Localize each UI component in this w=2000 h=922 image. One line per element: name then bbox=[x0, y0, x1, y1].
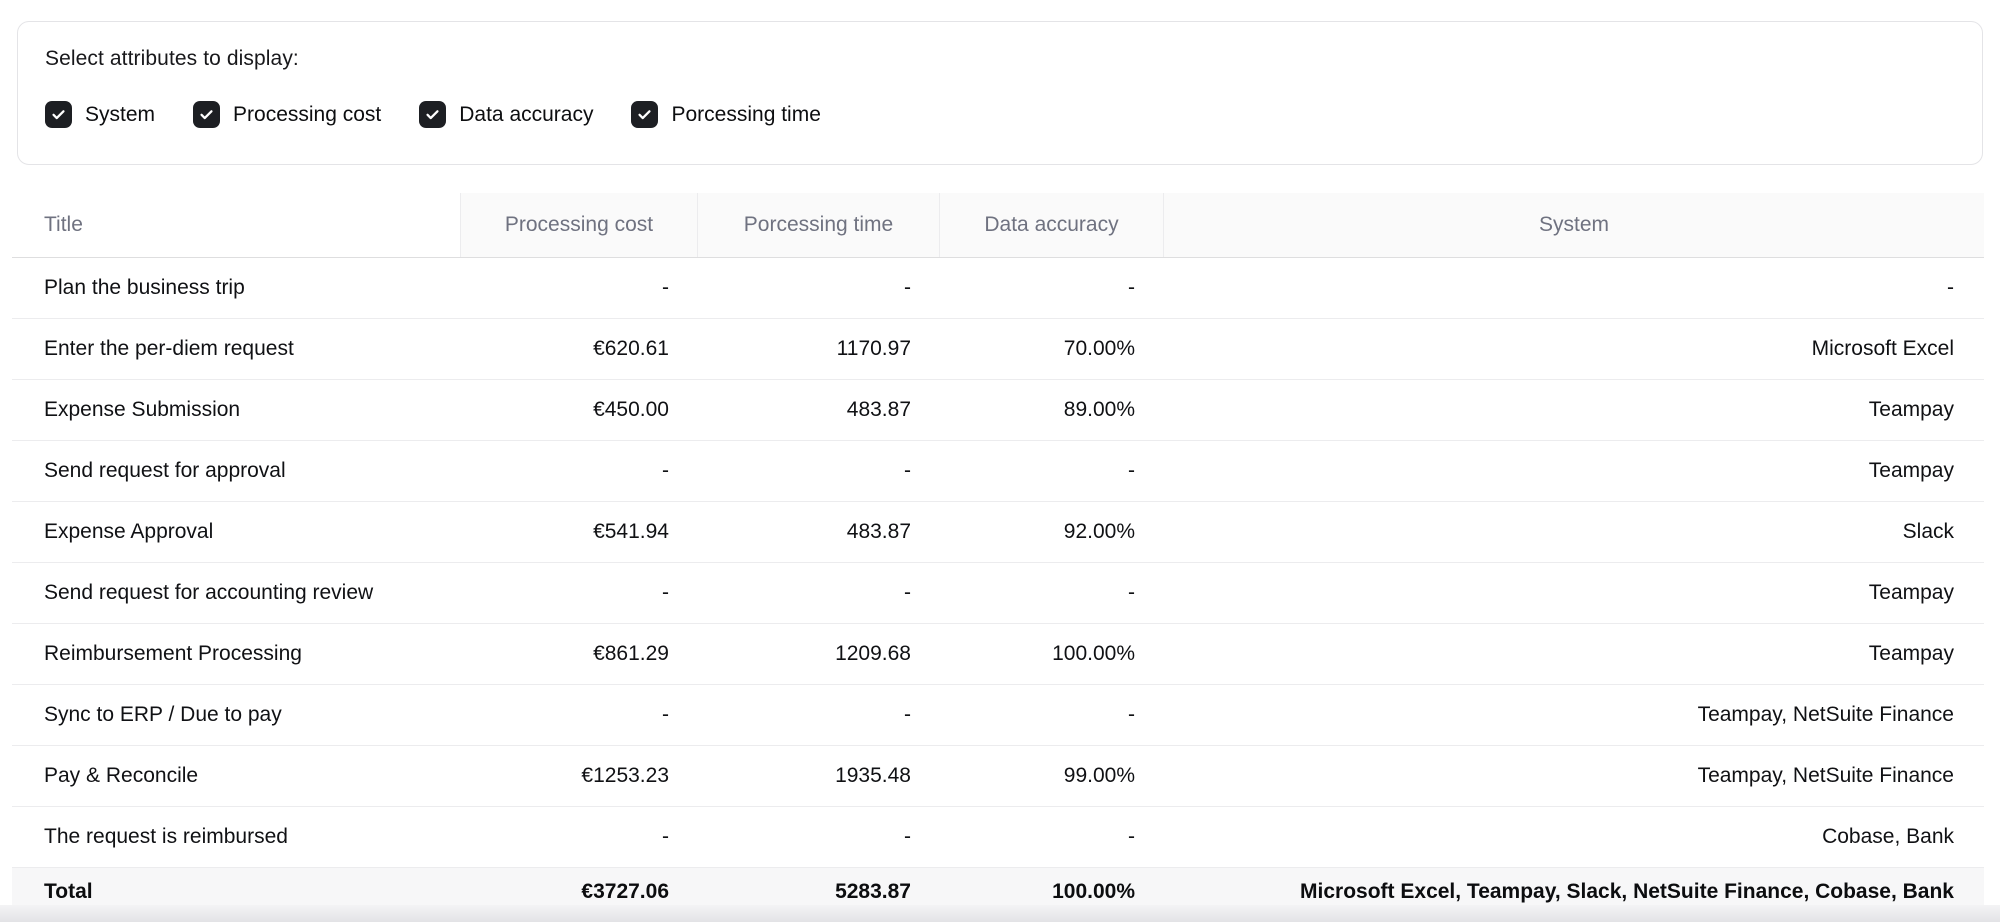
cell-processing-cost: - bbox=[662, 581, 669, 604]
table-row: Send request for accounting review - - -… bbox=[12, 563, 1984, 624]
cell-data-accuracy: 100.00% bbox=[1052, 642, 1135, 665]
cell-title: Expense Approval bbox=[44, 520, 214, 543]
cell-title: Plan the business trip bbox=[44, 276, 245, 299]
cell-system: Slack bbox=[1902, 520, 1954, 543]
cell-title: Enter the per-diem request bbox=[44, 337, 294, 360]
cell-data-accuracy: 70.00% bbox=[1063, 337, 1135, 360]
table-body: Plan the business trip - - - - Enter the… bbox=[12, 258, 1984, 868]
checkbox-check-icon[interactable] bbox=[631, 101, 659, 128]
cell-system: Teampay, NetSuite Finance bbox=[1697, 703, 1954, 726]
cell-porcessing-time: 1209.68 bbox=[835, 642, 911, 665]
attribute-checkbox-row: System Processing cost Data accuracy Por… bbox=[45, 101, 1955, 128]
total-cell-system: Microsoft Excel, Teampay, Slack, NetSuit… bbox=[1300, 880, 1954, 903]
cell-data-accuracy: 89.00% bbox=[1063, 398, 1135, 421]
process-cost-table: Title Processing cost Porcessing time Da… bbox=[12, 193, 1984, 916]
table-row: Expense Approval €541.94 483.87 92.00% S… bbox=[12, 502, 1984, 563]
cell-system: - bbox=[1947, 276, 1954, 299]
cell-system: Cobase, Bank bbox=[1822, 825, 1954, 848]
attribute-checkbox-system[interactable]: System bbox=[45, 101, 155, 128]
cell-porcessing-time: - bbox=[904, 703, 911, 726]
attribute-panel-title: Select attributes to display: bbox=[45, 47, 299, 70]
cell-title: Send request for approval bbox=[44, 459, 286, 482]
cell-system: Teampay, NetSuite Finance bbox=[1697, 764, 1954, 787]
cell-title: Expense Submission bbox=[44, 398, 241, 421]
cell-data-accuracy: - bbox=[1128, 703, 1135, 726]
cell-data-accuracy: 92.00% bbox=[1063, 520, 1135, 543]
cell-data-accuracy: - bbox=[1128, 276, 1135, 299]
checkbox-label: System bbox=[85, 102, 156, 126]
checkbox-label: Data accuracy bbox=[459, 102, 594, 126]
cell-porcessing-time: - bbox=[904, 581, 911, 604]
table-row: Sync to ERP / Due to pay - - - Teampay, … bbox=[12, 685, 1984, 746]
table-row: Expense Submission €450.00 483.87 89.00%… bbox=[12, 380, 1984, 441]
attribute-checkbox-processing-cost[interactable]: Processing cost bbox=[193, 101, 381, 128]
total-cell-processing-cost: €3727.06 bbox=[581, 880, 669, 903]
cell-processing-cost: €620.61 bbox=[593, 337, 669, 360]
column-header-data-accuracy: Data accuracy bbox=[939, 193, 1163, 257]
cell-porcessing-time: 483.87 bbox=[846, 398, 911, 421]
cell-processing-cost: - bbox=[662, 459, 669, 482]
cell-system: Teampay bbox=[1868, 642, 1954, 665]
cell-porcessing-time: - bbox=[904, 825, 911, 848]
total-cell-data-accuracy: 100.00% bbox=[1052, 880, 1135, 903]
attribute-checkbox-data-accuracy[interactable]: Data accuracy bbox=[419, 101, 593, 128]
cell-processing-cost: €1253.23 bbox=[581, 764, 669, 787]
cell-porcessing-time: 483.87 bbox=[846, 520, 911, 543]
checkbox-check-icon[interactable] bbox=[419, 101, 447, 128]
column-header-processing-cost: Processing cost bbox=[460, 193, 697, 257]
table-row: Send request for approval - - - Teampay bbox=[12, 441, 1984, 502]
cell-processing-cost: €541.94 bbox=[593, 520, 669, 543]
cell-data-accuracy: 99.00% bbox=[1063, 764, 1135, 787]
cell-system: Teampay bbox=[1868, 581, 1954, 604]
table-header-row: Title Processing cost Porcessing time Da… bbox=[12, 193, 1984, 258]
cell-data-accuracy: - bbox=[1128, 459, 1135, 482]
cell-processing-cost: - bbox=[662, 703, 669, 726]
checkbox-label: Processing cost bbox=[233, 102, 382, 126]
checkbox-check-icon[interactable] bbox=[193, 101, 221, 128]
checkbox-check-icon[interactable] bbox=[45, 101, 72, 128]
cell-processing-cost: - bbox=[662, 276, 669, 299]
table-row: Pay & Reconcile €1253.23 1935.48 99.00% … bbox=[12, 746, 1984, 807]
cell-processing-cost: - bbox=[662, 825, 669, 848]
bottom-strip bbox=[0, 905, 2000, 922]
column-header-title: Title bbox=[12, 193, 460, 257]
cell-title: The request is reimbursed bbox=[44, 825, 288, 848]
attribute-selector-panel: Select attributes to display: System Pro… bbox=[17, 21, 1983, 165]
cell-system: Teampay bbox=[1868, 459, 1954, 482]
cell-porcessing-time: 1170.97 bbox=[836, 337, 911, 360]
column-header-system: System bbox=[1163, 193, 1984, 257]
cell-porcessing-time: 1935.48 bbox=[835, 764, 911, 787]
checkbox-label: Porcessing time bbox=[671, 102, 821, 126]
cell-title: Reimbursement Processing bbox=[44, 642, 302, 665]
total-cell-title: Total bbox=[44, 880, 93, 903]
table-row: The request is reimbursed - - - Cobase, … bbox=[12, 807, 1984, 868]
cell-processing-cost: €450.00 bbox=[593, 398, 669, 421]
cell-processing-cost: €861.29 bbox=[593, 642, 669, 665]
cell-data-accuracy: - bbox=[1128, 825, 1135, 848]
cell-title: Send request for accounting review bbox=[44, 581, 374, 604]
column-header-porcessing-time: Porcessing time bbox=[697, 193, 939, 257]
cell-title: Sync to ERP / Due to pay bbox=[44, 703, 282, 726]
cell-porcessing-time: - bbox=[904, 276, 911, 299]
cell-title: Pay & Reconcile bbox=[44, 764, 199, 787]
table-row: Plan the business trip - - - - bbox=[12, 258, 1984, 319]
attribute-checkbox-porcessing-time[interactable]: Porcessing time bbox=[631, 101, 821, 128]
cell-porcessing-time: - bbox=[904, 459, 911, 482]
table-row: Enter the per-diem request €620.61 1170.… bbox=[12, 319, 1984, 380]
cell-system: Microsoft Excel bbox=[1811, 337, 1954, 360]
cell-data-accuracy: - bbox=[1128, 581, 1135, 604]
total-cell-porcessing-time: 5283.87 bbox=[835, 880, 911, 903]
table-row: Reimbursement Processing €861.29 1209.68… bbox=[12, 624, 1984, 685]
cell-system: Teampay bbox=[1868, 398, 1954, 421]
